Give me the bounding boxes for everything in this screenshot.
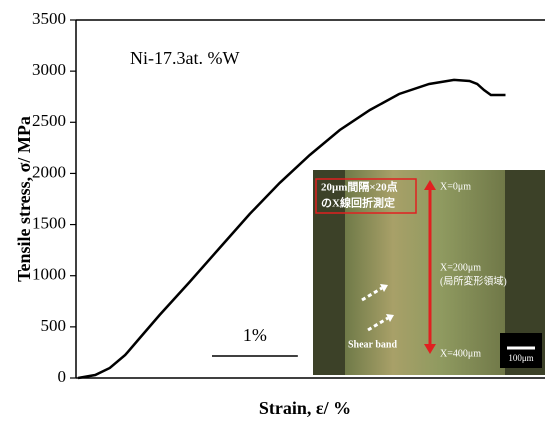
y-tick-label: 500: [41, 316, 67, 335]
scale-bar-label: 1%: [243, 325, 267, 345]
y-tick-label: 0: [58, 367, 67, 386]
inset-label: X=0μm: [440, 181, 471, 192]
y-tick-label: 1000: [32, 265, 66, 284]
shear-arrow: [367, 316, 389, 332]
inset-label: 100μm: [508, 353, 533, 363]
y-tick-label: 2500: [32, 111, 66, 130]
specimen: [345, 170, 505, 375]
y-tick-label: 3000: [32, 60, 66, 79]
note-box: [315, 178, 417, 214]
y-tick-label: 2000: [32, 162, 66, 181]
y-axis-label: Tensile stress, σ/ MPa: [14, 116, 34, 282]
inset-note: 20μm間隔×20点: [321, 180, 398, 194]
inset-note: のX線回折測定: [321, 196, 395, 210]
inset-label: X=400μm: [440, 348, 481, 359]
inset-label: Shear band: [348, 339, 397, 350]
y-tick-label: 1500: [32, 213, 66, 232]
x-axis-label: Strain, ε/ %: [259, 398, 351, 418]
shear-arrow-head: [386, 314, 394, 322]
arrow-head: [424, 180, 436, 190]
inset-micrograph: 20μm間隔×20点 のX線回折測定 X=0μm X=200μm (局所変形領域…: [313, 170, 545, 375]
y-tick-label: 3500: [32, 9, 66, 28]
stress-strain-curve: [77, 78, 506, 380]
inset-label: X=200μm: [440, 262, 481, 273]
arrow-head: [424, 344, 436, 354]
annotation: Ni-17.3at. %W: [130, 48, 239, 68]
scale-box: [500, 333, 542, 368]
inset-label: (局所変形領域): [440, 274, 507, 287]
shear-arrow-head: [380, 284, 388, 292]
shear-arrow: [361, 286, 383, 302]
